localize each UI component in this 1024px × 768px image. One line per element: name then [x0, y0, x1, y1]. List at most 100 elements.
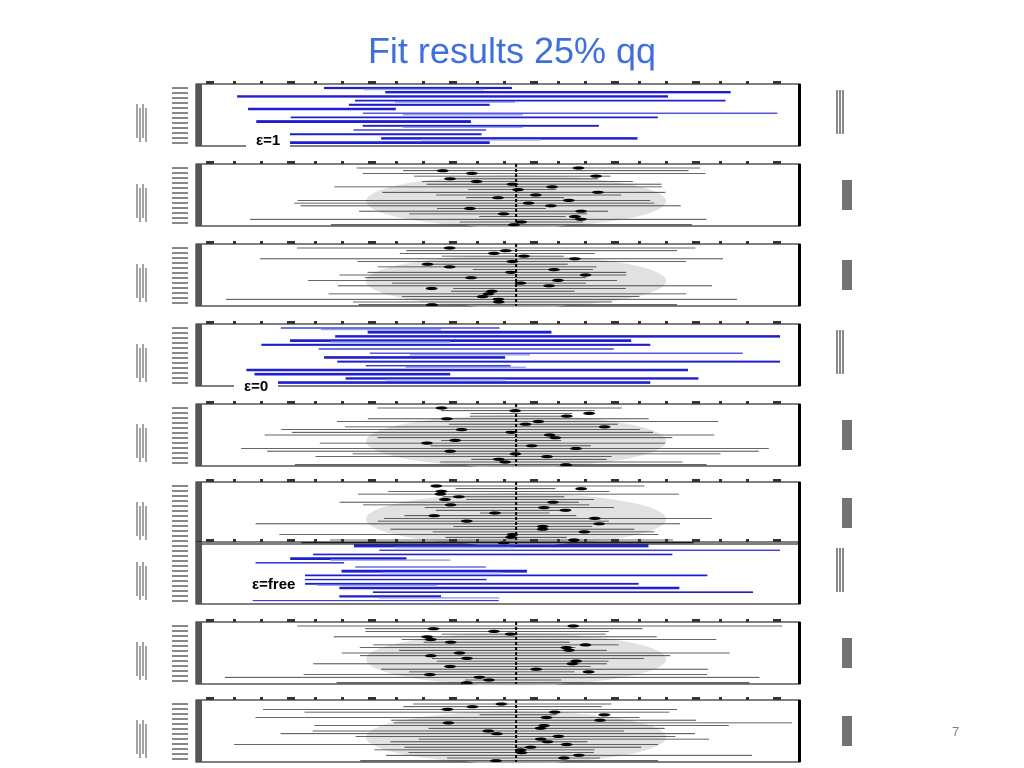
axis-tick	[422, 619, 425, 622]
axis-tick	[422, 81, 425, 84]
point-mark	[470, 179, 483, 184]
axis-tick	[368, 539, 376, 542]
param-label-mark	[172, 708, 188, 710]
axis-tick	[584, 81, 587, 84]
axis-tick	[287, 619, 295, 622]
side-label-mark	[145, 348, 147, 382]
axis-tick	[746, 321, 749, 324]
param-label-mark	[172, 207, 188, 209]
side-label-mark	[142, 720, 144, 754]
point-mark	[509, 452, 522, 456]
axis-tick	[206, 81, 214, 84]
axis-tick	[611, 241, 619, 244]
axis-tick	[449, 697, 457, 700]
point-mark	[582, 670, 595, 674]
axis-tick	[692, 539, 700, 542]
axis-tick	[368, 161, 376, 164]
param-label-mark	[172, 352, 188, 354]
point-mark	[423, 673, 436, 677]
point-mark	[546, 500, 559, 504]
param-label-mark	[172, 422, 188, 424]
point-mark	[424, 654, 437, 658]
axis-tick	[692, 241, 700, 244]
point-mark	[463, 206, 476, 211]
axis-tick	[206, 479, 214, 482]
point-mark	[425, 303, 438, 307]
axis-tick	[638, 619, 641, 622]
epsilon-label-1: ε=1	[246, 130, 291, 151]
param-label-mark	[172, 530, 188, 532]
param-label-mark	[172, 177, 188, 179]
param-label-mark	[172, 347, 188, 349]
point-mark	[444, 640, 457, 644]
side-label-mark	[139, 188, 141, 222]
param-label-mark	[172, 127, 188, 129]
axis-tick	[287, 241, 295, 244]
param-label-mark	[172, 555, 188, 557]
axis-tick	[665, 697, 668, 700]
param-label-mark	[172, 545, 188, 547]
axis-tick	[773, 321, 781, 324]
axis-tick	[368, 401, 376, 404]
side-label-mark	[136, 502, 138, 536]
point-mark	[514, 281, 527, 285]
point-mark	[560, 646, 573, 650]
axis-tick	[449, 321, 457, 324]
axis-tick	[719, 241, 722, 244]
point-mark	[512, 188, 525, 192]
point-mark	[499, 460, 512, 464]
axis-tick	[314, 401, 317, 404]
axis-tick	[773, 479, 781, 482]
param-label-mark	[172, 452, 188, 454]
point-mark	[444, 177, 457, 181]
axis-tick	[368, 479, 376, 482]
point-mark	[530, 667, 543, 671]
axis-tick	[611, 539, 619, 542]
axis-tick	[530, 81, 538, 84]
axis-tick	[233, 241, 236, 244]
axis-tick	[773, 241, 781, 244]
side-label-mark	[145, 566, 147, 600]
axis-tick	[557, 81, 560, 84]
param-label-mark	[172, 645, 188, 647]
side-label-mark	[136, 720, 138, 754]
frame-right-bar	[798, 84, 801, 146]
param-label-mark	[172, 728, 188, 730]
axis-tick	[449, 479, 457, 482]
point-mark	[491, 196, 504, 200]
point-mark	[436, 169, 449, 173]
fit-panel-epsfree-a	[136, 539, 844, 605]
axis-tick	[233, 401, 236, 404]
point-mark	[543, 284, 556, 288]
point-mark	[507, 223, 520, 227]
axis-tick	[395, 539, 398, 542]
axis-tick	[260, 81, 263, 84]
point-mark	[466, 705, 479, 709]
point-mark	[536, 527, 549, 531]
param-label-mark	[172, 202, 188, 204]
axis-tick	[314, 81, 317, 84]
point-mark	[438, 497, 451, 502]
frame-left-bar	[196, 622, 202, 684]
param-label-mark	[172, 560, 188, 562]
axis-tick	[773, 401, 781, 404]
axis-tick	[611, 401, 619, 404]
point-mark	[591, 190, 604, 194]
side-label-mark	[145, 108, 147, 142]
fit-panel-epsfree-b	[136, 619, 852, 686]
param-label-mark	[172, 282, 188, 284]
param-label-mark	[172, 500, 188, 502]
axis-tick	[314, 539, 317, 542]
param-label-mark	[172, 595, 188, 597]
side-label-mark	[136, 344, 138, 378]
param-label-mark	[172, 703, 188, 705]
point-mark	[588, 516, 601, 520]
axis-tick	[233, 81, 236, 84]
param-label-mark	[172, 713, 188, 715]
point-mark	[519, 422, 532, 426]
param-label-mark	[172, 758, 188, 760]
param-label-mark	[172, 580, 188, 582]
param-label-mark	[172, 372, 188, 374]
side-label-mark	[136, 184, 138, 218]
point-mark	[444, 449, 457, 453]
